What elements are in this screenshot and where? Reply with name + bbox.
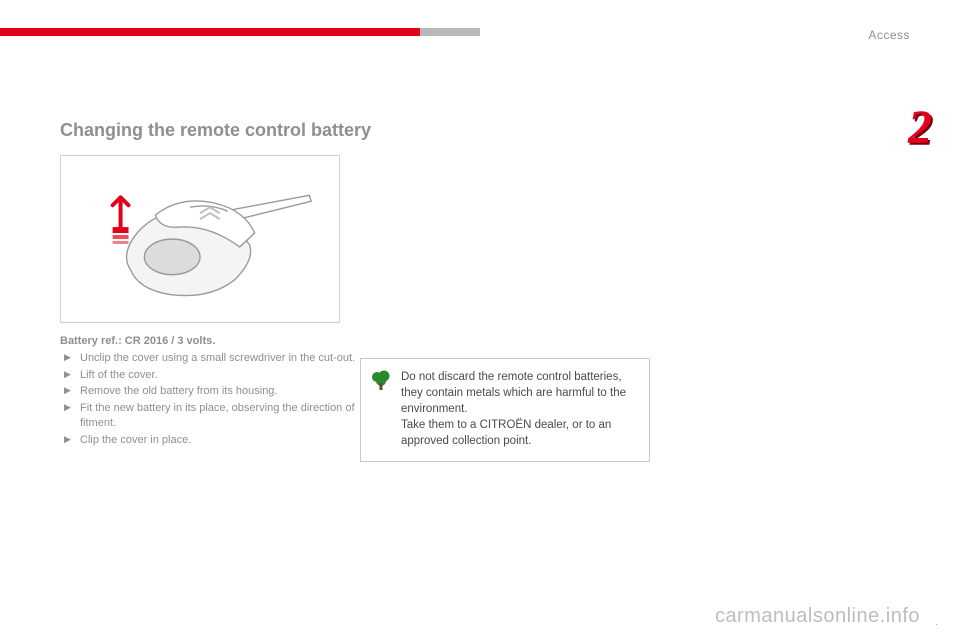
lift-arrow-icon [113, 197, 129, 244]
instruction-item: Clip the cover in place. [60, 433, 380, 448]
tree-icon [371, 369, 391, 396]
watermark: carmanualsonline.info [715, 605, 920, 628]
key-illustration [60, 155, 340, 323]
instruction-list: Unclip the cover using a small screwdriv… [60, 351, 380, 448]
section-label: Access [868, 28, 910, 42]
top-bar [0, 28, 960, 36]
remote-key-icon [61, 155, 339, 323]
battery-reference: Battery ref.: CR 2016 / 3 volts. [60, 335, 380, 347]
chapter-number: 2 [908, 100, 932, 155]
content-column: Changing the remote control battery [60, 120, 380, 450]
page-number: . [935, 617, 938, 628]
top-bar-red-segment [0, 28, 420, 36]
page-title: Changing the remote control battery [60, 120, 380, 141]
instruction-item: Lift of the cover. [60, 368, 380, 383]
notice-text-1: Do not discard the remote control batter… [401, 369, 637, 417]
instruction-item: Unclip the cover using a small screwdriv… [60, 351, 380, 366]
instruction-item: Fit the new battery in its place, observ… [60, 401, 380, 431]
environmental-notice: Do not discard the remote control batter… [360, 358, 650, 462]
notice-text-2: Take them to a CITROËN dealer, or to an … [401, 417, 637, 449]
instruction-item: Remove the old battery from its housing. [60, 384, 380, 399]
top-bar-gray-segment [420, 28, 480, 36]
